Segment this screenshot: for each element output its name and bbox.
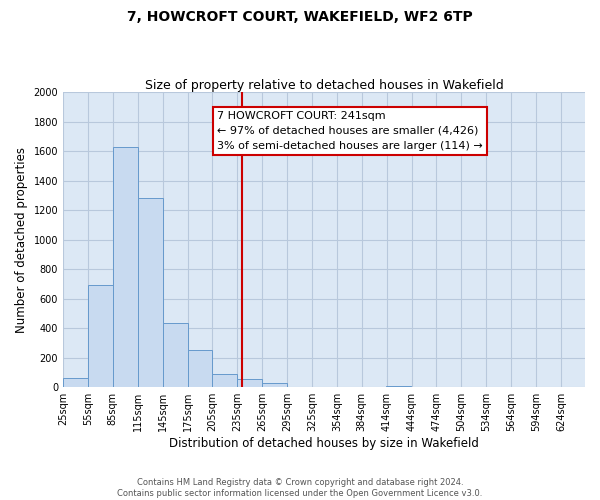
- Y-axis label: Number of detached properties: Number of detached properties: [15, 146, 28, 332]
- X-axis label: Distribution of detached houses by size in Wakefield: Distribution of detached houses by size …: [169, 437, 479, 450]
- Bar: [238, 379, 262, 387]
- Bar: [163, 323, 188, 387]
- Bar: [188, 350, 212, 387]
- Title: Size of property relative to detached houses in Wakefield: Size of property relative to detached ho…: [145, 79, 503, 92]
- Bar: [113, 146, 138, 387]
- Bar: [63, 378, 88, 387]
- Bar: [386, 386, 411, 387]
- Bar: [212, 374, 238, 387]
- Text: Contains HM Land Registry data © Crown copyright and database right 2024.
Contai: Contains HM Land Registry data © Crown c…: [118, 478, 482, 498]
- Text: 7, HOWCROFT COURT, WAKEFIELD, WF2 6TP: 7, HOWCROFT COURT, WAKEFIELD, WF2 6TP: [127, 10, 473, 24]
- Bar: [88, 284, 113, 387]
- Text: 7 HOWCROFT COURT: 241sqm
← 97% of detached houses are smaller (4,426)
3% of semi: 7 HOWCROFT COURT: 241sqm ← 97% of detach…: [217, 111, 483, 151]
- Bar: [138, 198, 163, 387]
- Bar: [262, 383, 287, 387]
